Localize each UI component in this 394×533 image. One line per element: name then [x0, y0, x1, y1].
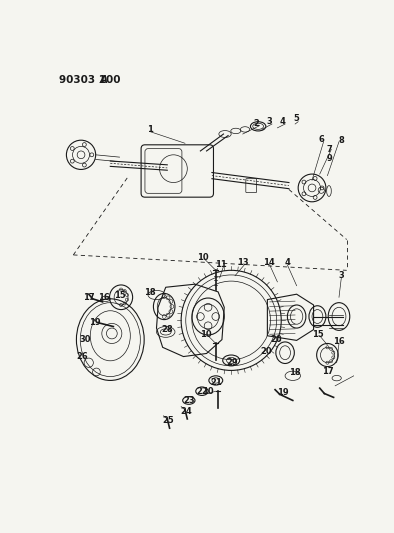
- Text: 23: 23: [183, 396, 195, 405]
- Text: 30: 30: [80, 335, 91, 344]
- Text: 26: 26: [77, 352, 88, 361]
- Text: 17: 17: [83, 293, 95, 302]
- Text: 9: 9: [327, 154, 333, 163]
- Text: 4: 4: [280, 117, 286, 126]
- Text: 8: 8: [338, 136, 344, 144]
- Text: 90303 100: 90303 100: [59, 75, 121, 85]
- Text: 6: 6: [318, 135, 324, 144]
- Text: 20: 20: [260, 346, 271, 356]
- Text: 19: 19: [277, 388, 288, 397]
- Text: 11: 11: [215, 260, 227, 269]
- Text: 18: 18: [145, 288, 156, 297]
- Text: 19: 19: [89, 318, 101, 327]
- Text: 10: 10: [202, 387, 214, 397]
- Text: 28: 28: [162, 325, 173, 334]
- Text: 16: 16: [98, 293, 110, 302]
- Text: 22: 22: [197, 387, 208, 397]
- Text: 14: 14: [263, 258, 275, 267]
- Text: 18: 18: [289, 368, 301, 377]
- Text: 10: 10: [200, 330, 212, 339]
- Text: 24: 24: [180, 407, 191, 416]
- Text: 25: 25: [162, 416, 174, 425]
- Text: 2: 2: [254, 119, 260, 128]
- Text: 16: 16: [333, 337, 345, 346]
- Text: 10: 10: [197, 253, 208, 262]
- Text: 4: 4: [284, 258, 290, 267]
- Text: 15: 15: [113, 291, 125, 300]
- Text: A: A: [100, 75, 108, 85]
- Text: 15: 15: [312, 330, 324, 339]
- Text: 5: 5: [294, 114, 299, 123]
- Text: 20: 20: [271, 335, 282, 344]
- Text: 21: 21: [210, 378, 222, 387]
- Text: 3: 3: [338, 271, 344, 280]
- Text: 17: 17: [322, 367, 333, 376]
- Text: 7: 7: [327, 145, 333, 154]
- Text: 29: 29: [226, 358, 238, 367]
- Text: 1: 1: [147, 125, 153, 134]
- Text: 3: 3: [267, 117, 273, 126]
- Text: 13: 13: [237, 258, 249, 267]
